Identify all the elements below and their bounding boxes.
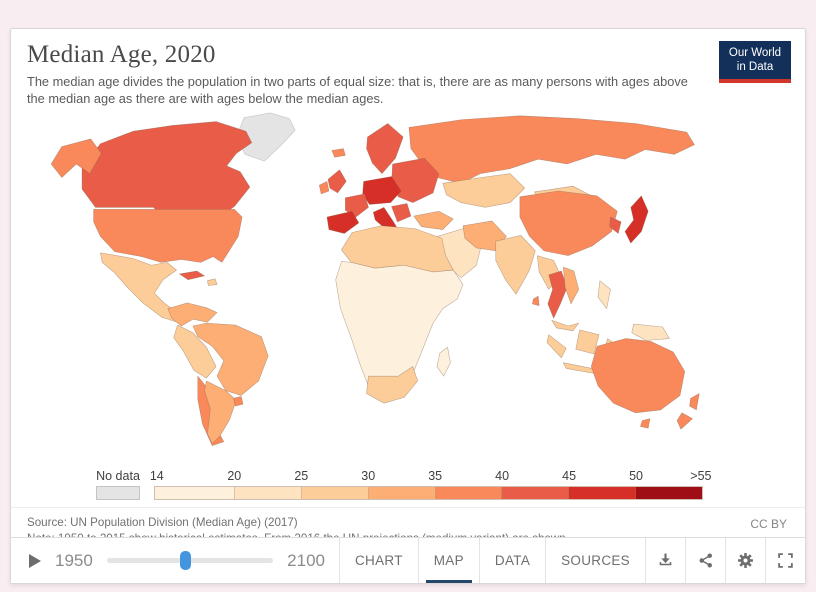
legend-tick: 35	[428, 468, 443, 483]
legend-bin-14-20[interactable]	[155, 486, 236, 499]
region-cuba[interactable]	[179, 270, 205, 280]
region-usa[interactable]	[93, 208, 243, 263]
owid-logo-line2: in Data	[736, 61, 774, 74]
region-japan[interactable]	[624, 195, 649, 243]
fullscreen-icon	[778, 553, 793, 568]
legend-tick: 30	[361, 468, 376, 483]
legend-tick-labels: 14 20 25 30 35 40 45 50 >55	[150, 468, 712, 486]
region-iceland[interactable]	[331, 147, 346, 158]
region-turkey[interactable]	[413, 210, 454, 230]
legend-tick: >55	[690, 468, 712, 483]
region-ireland[interactable]	[318, 180, 330, 194]
region-malaysia[interactable]	[551, 319, 579, 331]
chart-card: Median Age, 2020 The median age divides …	[10, 28, 806, 584]
region-sri-lanka[interactable]	[532, 295, 540, 306]
download-button[interactable]	[645, 538, 685, 583]
region-indonesia-sumatra[interactable]	[546, 333, 567, 358]
region-central-europe[interactable]	[362, 175, 402, 205]
chart-header: Median Age, 2020 The median age divides …	[11, 29, 805, 108]
chart-subtitle: The median age divides the population in…	[27, 73, 688, 106]
region-china[interactable]	[519, 190, 618, 256]
map-legend: No data 14 20 25 30 35 40 45 50 >55	[96, 468, 712, 500]
region-philippines[interactable]	[597, 279, 611, 309]
world-map	[11, 110, 805, 462]
region-tasmania[interactable]	[640, 417, 651, 429]
region-canada[interactable]	[81, 120, 253, 222]
timeline-slider-handle[interactable]	[179, 551, 191, 570]
tab-sources[interactable]: SOURCES	[545, 538, 645, 583]
legend-tick: 45	[562, 468, 577, 483]
region-alaska[interactable]	[50, 138, 102, 178]
controls-bar: 1950 2100 CHART MAP DATA SOURCES	[11, 537, 805, 583]
timeline-start-year: 1950	[55, 550, 93, 570]
license-link[interactable]: CC BY	[750, 516, 787, 531]
region-argentina[interactable]	[204, 380, 237, 444]
tab-data[interactable]: DATA	[478, 538, 545, 583]
legend-tick: 14	[149, 468, 164, 483]
settings-icon	[738, 553, 753, 568]
legend-bin-50-55[interactable]	[636, 486, 703, 499]
legend-bin-25-30[interactable]	[301, 486, 369, 499]
region-colombia-venezuela[interactable]	[167, 302, 218, 326]
tab-chart[interactable]: CHART	[339, 538, 418, 583]
timeline-slider[interactable]	[106, 551, 274, 570]
region-indonesia-borneo[interactable]	[575, 329, 600, 354]
legend-tick: 25	[294, 468, 309, 483]
settings-button[interactable]	[725, 538, 765, 583]
page-title: Median Age, 2020	[27, 41, 216, 68]
region-central-asia[interactable]	[442, 172, 525, 208]
region-russia[interactable]	[408, 115, 695, 184]
region-new-guinea[interactable]	[631, 323, 670, 341]
legend-bin-20-25[interactable]	[235, 486, 302, 499]
legend-tick: 40	[495, 468, 510, 483]
region-uruguay[interactable]	[233, 395, 244, 406]
region-hispaniola[interactable]	[207, 278, 218, 286]
legend-bin-45-50[interactable]	[569, 486, 637, 499]
region-iberia[interactable]	[326, 210, 360, 234]
play-icon[interactable]	[27, 553, 43, 569]
region-india[interactable]	[495, 234, 536, 295]
legend-tick: 20	[227, 468, 242, 483]
legend-tick: 50	[629, 468, 643, 483]
fullscreen-button[interactable]	[765, 538, 805, 583]
region-uk[interactable]	[327, 169, 347, 193]
owid-logo[interactable]: Our World in Data	[719, 41, 791, 83]
region-south-africa[interactable]	[366, 365, 418, 403]
timeline-end-year: 2100	[287, 550, 325, 570]
legend-bin-35-40[interactable]	[435, 486, 503, 499]
share-button[interactable]	[685, 538, 725, 583]
region-thailand[interactable]	[547, 270, 568, 319]
region-vietnam[interactable]	[562, 266, 579, 304]
no-data-swatch[interactable]	[96, 485, 140, 500]
region-australia[interactable]	[590, 337, 686, 413]
region-madagascar[interactable]	[436, 346, 451, 376]
region-south-korea[interactable]	[609, 216, 622, 234]
region-sub-saharan-africa[interactable]	[335, 260, 464, 401]
share-icon	[699, 553, 712, 568]
timeline: 1950 2100	[11, 538, 339, 583]
download-icon	[659, 553, 672, 566]
region-peru-bolivia[interactable]	[173, 324, 217, 378]
region-scandinavia[interactable]	[366, 122, 404, 174]
owid-logo-line1: Our World	[728, 47, 782, 59]
source-line: Source: UN Population Division (Median A…	[27, 515, 298, 529]
legend-color-bar[interactable]	[154, 485, 703, 500]
legend-bin-30-35[interactable]	[368, 486, 436, 499]
region-balkans[interactable]	[391, 202, 412, 222]
region-new-zealand-south[interactable]	[676, 412, 693, 430]
region-new-zealand-north[interactable]	[689, 392, 700, 410]
no-data-label: No data	[96, 468, 140, 483]
legend-bin-40-45[interactable]	[502, 486, 570, 499]
tab-map[interactable]: MAP	[417, 538, 479, 583]
